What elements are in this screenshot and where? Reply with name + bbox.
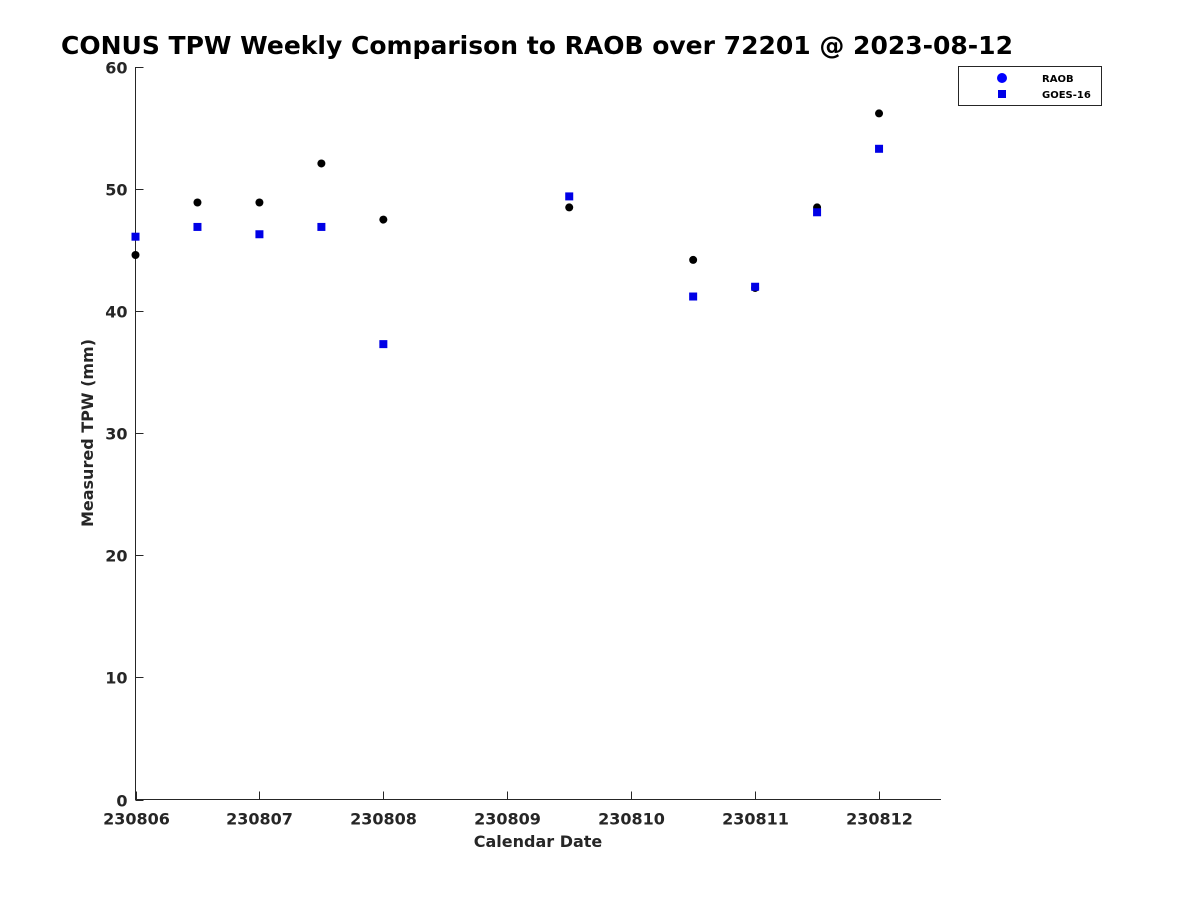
goes16-point (131, 232, 140, 241)
goes16-point (751, 282, 760, 291)
goes16-point (689, 292, 698, 301)
x-axis-ticks: 230806 230807 230808 230809 230810 230811 2308… (103, 791, 913, 829)
y-tick-label: 10 (105, 669, 127, 688)
raob-point (255, 198, 264, 207)
raob-point (131, 251, 140, 260)
legend: RAOB GOES-16 (958, 66, 1102, 106)
y-axis-ticks: 0 10 20 30 40 50 60 (105, 59, 144, 811)
x-tick-label: 230808 (350, 810, 417, 829)
y-tick-label: 20 (105, 547, 127, 566)
goes16-point (379, 340, 388, 349)
goes16-point (875, 144, 884, 153)
x-tick-label: 230812 (846, 810, 913, 829)
raob-point (689, 255, 698, 264)
legend-label-goes16: GOES-16 (1042, 90, 1091, 101)
raob-point (317, 159, 326, 168)
x-tick-label: 230807 (226, 810, 293, 829)
goes16-point (193, 222, 202, 231)
raob-point (875, 109, 884, 118)
raob-point (565, 203, 574, 212)
x-tick-label: 230810 (598, 810, 665, 829)
y-tick-label: 50 (105, 181, 127, 200)
x-tick-label: 230811 (722, 810, 789, 829)
goes16-point (255, 230, 264, 239)
x-tick-label: 230806 (103, 810, 170, 829)
goes16-point (565, 192, 574, 201)
legend-box (958, 66, 1102, 106)
y-tick-label: 40 (105, 303, 127, 322)
legend-label-raob: RAOB (1042, 74, 1074, 85)
y-tick-label: 30 (105, 425, 127, 444)
y-tick-label: 0 (116, 792, 127, 811)
series-layer (131, 109, 884, 349)
x-axis-label: Calendar Date (474, 832, 603, 851)
goes16-point (813, 208, 822, 217)
raob-point (379, 215, 388, 224)
legend-marker-raob (997, 73, 1007, 83)
series-goes-16 (131, 144, 884, 349)
raob-point (193, 198, 202, 207)
y-tick-label: 60 (105, 59, 127, 78)
chart-title: CONUS TPW Weekly Comparison to RAOB over… (61, 31, 1013, 60)
x-tick-label: 230809 (474, 810, 541, 829)
goes16-point (317, 222, 326, 231)
y-axis-label: Measured TPW (mm) (78, 339, 97, 527)
legend-marker-goes16 (998, 90, 1006, 98)
